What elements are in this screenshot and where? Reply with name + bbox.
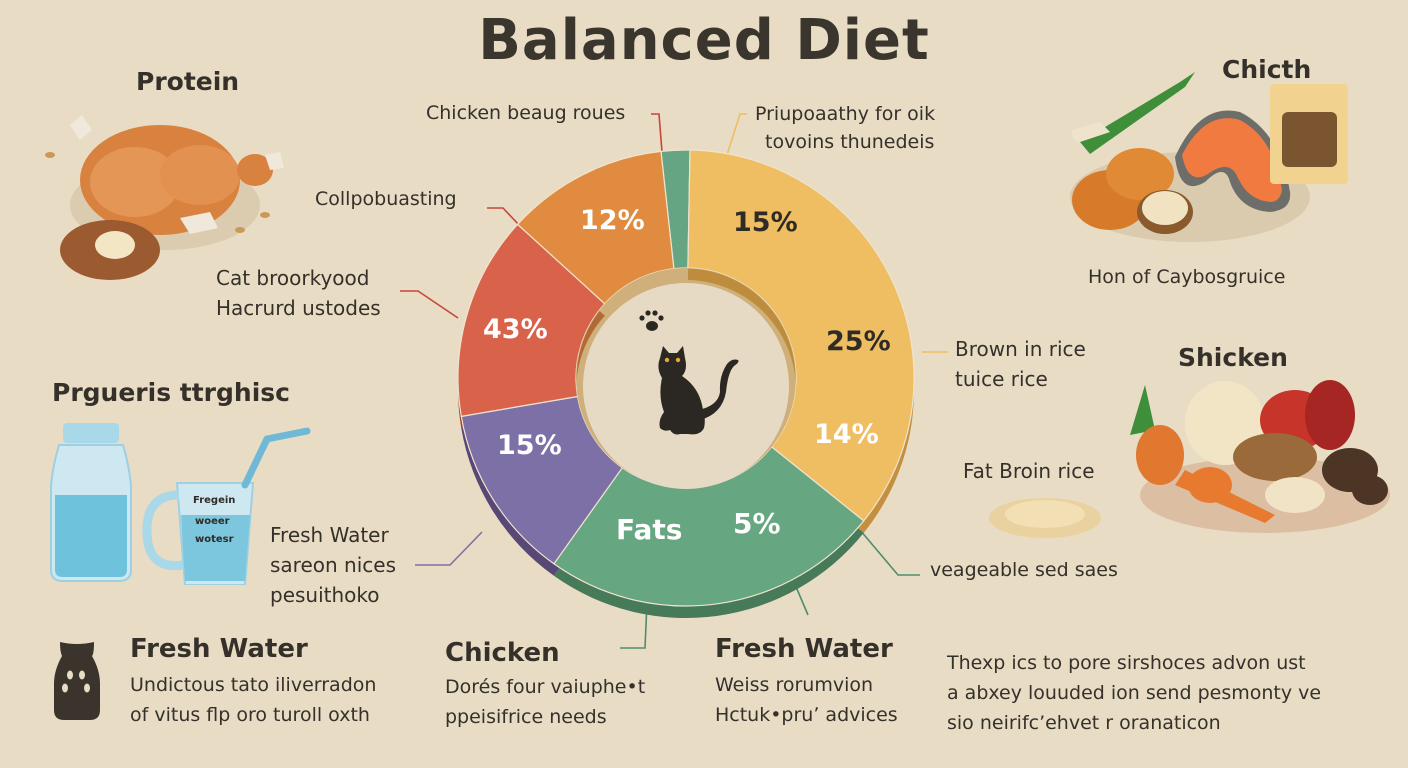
bottle-icon — [54, 642, 100, 720]
veg-plate-heading: Shicken — [1178, 343, 1288, 372]
label-yellow-top-pct: 15% — [733, 207, 798, 238]
callout-veg: veageable sed saes — [930, 559, 1118, 581]
callout-fresh-water-left: Fresh Water sareon nices pesuithoko — [270, 523, 396, 607]
callout-priupo: Priupoaathy for oik tovoins thunedeis — [755, 103, 936, 153]
cat-icon — [658, 346, 739, 435]
page-title: Balanced Diet — [478, 8, 930, 73]
protein-heading: Protein — [136, 67, 240, 96]
water-heading: Prgueris ttrghisc — [52, 378, 290, 407]
rice-illustration — [989, 498, 1101, 538]
footer-col-4: Thexp ics to pore sirshoces advon ust a … — [947, 652, 1322, 734]
chicken-illustration — [45, 115, 284, 280]
top-right-caption: Hon of Caybosgruice — [1088, 266, 1286, 288]
svg-text:Fregein: Fregein — [193, 495, 235, 506]
svg-text:wotesr: wotesr — [195, 534, 234, 545]
rice-heading: Fat Broin rice — [963, 459, 1095, 483]
label-green-name: Fats — [616, 513, 683, 546]
label-green-pct: 5% — [733, 507, 781, 540]
label-purple-pct: 15% — [497, 430, 562, 461]
top-right-heading: Chicth — [1222, 55, 1312, 84]
label-red-pct: 43% — [483, 314, 548, 345]
svg-text:woeer: woeer — [195, 516, 230, 527]
water-illustration: Fregein woeer wotesr — [50, 423, 311, 585]
callout-brown-rice: Brown in rice tuice rice — [955, 337, 1086, 391]
salmon-illustration — [1070, 72, 1348, 242]
paw-print-icon — [639, 310, 664, 331]
donut-faces — [457, 149, 915, 607]
footer-col-1: Fresh Water Undictous tato iliverradon o… — [130, 634, 377, 726]
label-yellow-low-pct: 14% — [814, 419, 879, 450]
callout-collpo: Collpobuasting — [315, 188, 457, 210]
footer-col-3: Fresh Water Weiss rorumvion Hctuk•pruʼ a… — [715, 634, 898, 726]
callout-cat-brook: Cat broorkyood Hacrurd ustodes — [216, 266, 381, 320]
veg-plate-illustration — [1130, 380, 1390, 533]
callout-chicken-top: Chicken beaug roues — [426, 102, 626, 124]
footer-col-2: Chicken Dorés four vaiuphe•t ppeisifrice… — [445, 638, 646, 728]
label-yellow-mid-pct: 25% — [826, 326, 891, 357]
label-orange-pct: 12% — [580, 205, 645, 236]
